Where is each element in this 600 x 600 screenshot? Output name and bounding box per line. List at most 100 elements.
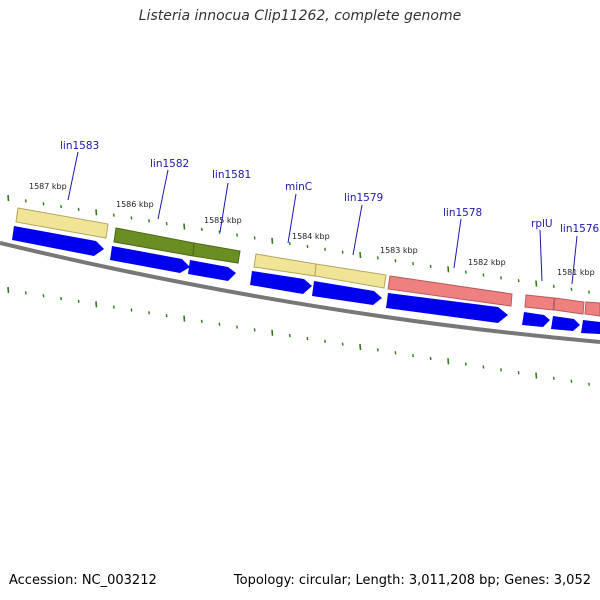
inner-tick — [359, 343, 362, 351]
gene-label-minC[interactable]: minC — [285, 181, 312, 193]
outer-tick — [341, 250, 344, 254]
feature-bar-lin1576[interactable] — [553, 297, 585, 315]
feature-bar-lin1578[interactable] — [387, 275, 513, 307]
outer-tick — [376, 256, 379, 260]
inner-tick — [341, 342, 344, 346]
outer-tick — [306, 244, 309, 249]
kbp-label-1587: 1587 kbp — [29, 182, 67, 191]
outer-tick — [464, 270, 467, 274]
outer-tick — [200, 227, 203, 231]
outer-tick — [24, 199, 27, 203]
inner-tick — [482, 365, 485, 369]
gene-label-lin1581[interactable]: lin1581 — [212, 169, 251, 181]
inner-tick — [324, 339, 326, 343]
inner-tick — [588, 382, 590, 386]
inner-tick — [253, 328, 256, 332]
feature-bar-lin1579[interactable] — [314, 263, 387, 289]
inner-tick — [42, 294, 45, 298]
inner-tick — [376, 348, 379, 352]
cds-arrow-rplU[interactable] — [522, 312, 550, 327]
outer-tick — [359, 251, 362, 259]
outer-tick — [130, 216, 133, 220]
kbp-label-1584: 1584 kbp — [292, 232, 330, 241]
leader-line-lin1583 — [67, 151, 79, 201]
feature-bar-lin1583[interactable] — [15, 207, 109, 239]
inner-tick — [464, 362, 467, 366]
kbp-label-1586: 1586 kbp — [116, 200, 154, 209]
inner-tick — [112, 305, 115, 309]
cds-arrow-lin1583[interactable] — [12, 226, 104, 256]
gene-label-lin1582[interactable]: lin1582 — [150, 158, 189, 170]
gene-label-lin1578[interactable]: lin1578 — [443, 207, 482, 219]
outer-tick — [218, 230, 221, 234]
leader-line-lin1581 — [219, 182, 229, 233]
gene-label-rplU[interactable]: rplU — [531, 218, 553, 230]
inner-tick — [148, 311, 150, 315]
map-title: Listeria innocua Clip11262, complete gen… — [138, 8, 462, 24]
outer-tick — [42, 202, 45, 206]
cds-track — [12, 226, 600, 334]
leader-line-lin1582 — [157, 169, 169, 220]
outer-tick — [271, 237, 274, 244]
kbp-label-1583: 1583 kbp — [380, 246, 418, 255]
outer-tick — [165, 222, 168, 226]
cds-arrow-lin1578[interactable] — [386, 293, 508, 323]
genome-summary-label: Topology: circular; Length: 3,011,208 bp… — [233, 573, 591, 588]
inner-tick — [165, 314, 168, 318]
outer-tick — [552, 284, 555, 289]
inner-tick — [570, 379, 573, 383]
inner-tick — [500, 368, 502, 372]
inner-tick — [288, 334, 291, 338]
cds-arrow-lin1582[interactable] — [110, 246, 190, 273]
cds-arrow-lin1579[interactable] — [312, 281, 382, 305]
cds-arrow-minC[interactable] — [250, 271, 312, 294]
outer-tick — [500, 276, 502, 280]
outer-tick — [394, 259, 397, 263]
leader-line-minC — [287, 193, 297, 244]
feature-bar-rplU[interactable] — [524, 294, 555, 311]
genome-backbone — [0, 241, 600, 344]
gene-label-lin1583[interactable]: lin1583 — [60, 140, 99, 152]
outer-tick — [324, 247, 326, 251]
outer-tick — [253, 236, 256, 240]
inner-tick — [200, 319, 203, 323]
inner-tick — [447, 358, 450, 365]
leader-line-lin1576 — [571, 235, 578, 285]
outer-tick — [570, 287, 573, 291]
feature-track — [15, 207, 600, 317]
kbp-label-1582: 1582 kbp — [468, 258, 506, 267]
outer-tick — [412, 261, 414, 266]
feature-bar-lin1581[interactable] — [192, 242, 241, 264]
feature-bar-minC[interactable] — [253, 253, 317, 277]
outer-tick — [183, 223, 186, 230]
leader-line-rplU — [539, 229, 543, 282]
cds-arrow-lin1576[interactable] — [551, 316, 580, 331]
cds-arrow-lin1581[interactable] — [188, 260, 236, 281]
inner-tick — [60, 296, 62, 301]
cds-arrow-next[interactable] — [581, 320, 600, 334]
inner-tick — [77, 299, 80, 304]
inner-tick — [271, 329, 274, 336]
inner-tick — [7, 286, 10, 294]
outer-tick — [517, 279, 520, 283]
inner-tick — [218, 322, 221, 326]
kbp-label-1585: 1585 kbp — [204, 216, 242, 225]
outer-tick — [148, 219, 150, 223]
gene-label-lin1576[interactable]: lin1576 — [560, 223, 600, 235]
accession-label: Accession: NC_003212 — [9, 573, 157, 588]
gene-label-lin1579[interactable]: lin1579 — [344, 192, 383, 204]
outer-tick — [7, 194, 10, 202]
gene-labels: lin1583 lin1582 lin1581 minC lin1579 lin… — [60, 140, 600, 285]
inner-tick — [412, 353, 414, 358]
outer-tick — [95, 209, 98, 216]
inner-tick — [517, 371, 520, 375]
outer-tick — [535, 280, 538, 287]
outer-tick — [60, 204, 62, 209]
outer-tick — [447, 266, 450, 273]
outer-tick — [288, 242, 291, 246]
feature-bar-next[interactable] — [584, 301, 600, 317]
outer-tick-row — [7, 194, 590, 294]
outer-tick — [112, 213, 115, 217]
kbp-label-1581: 1581 kbp — [557, 268, 595, 277]
outer-tick — [236, 233, 238, 237]
